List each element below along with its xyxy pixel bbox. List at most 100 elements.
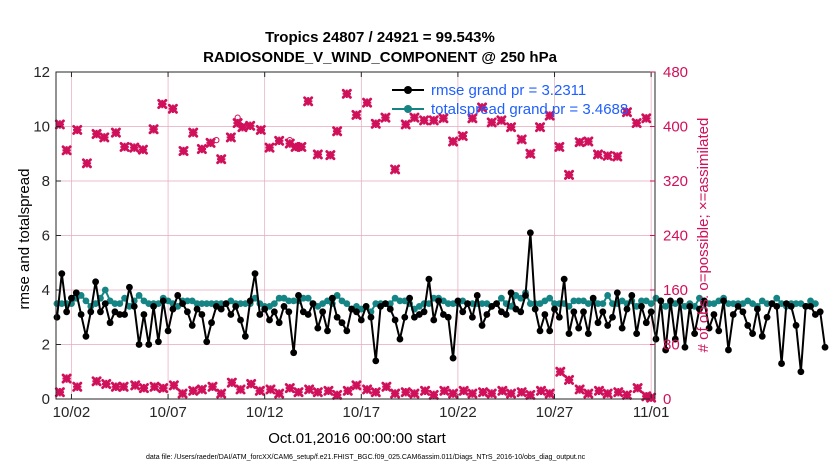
obs-assimilated-point bbox=[312, 149, 323, 160]
obs-assimilated-point bbox=[458, 385, 469, 396]
rmse-point bbox=[203, 338, 211, 346]
obs-assimilated-point bbox=[216, 154, 227, 165]
rmse-point bbox=[314, 324, 322, 332]
obs-assimilated-point bbox=[574, 384, 585, 395]
obs-assimilated-point bbox=[138, 383, 149, 394]
totalspread-point bbox=[92, 300, 100, 308]
obs-assimilated-point bbox=[148, 124, 159, 135]
rmse-point bbox=[580, 308, 587, 316]
obs-assimilated-point bbox=[544, 388, 555, 399]
obs-assimilated-point bbox=[303, 96, 314, 107]
obs-assimilated-point bbox=[613, 387, 624, 398]
obs-assimilated-point bbox=[420, 385, 431, 396]
rmse-point bbox=[145, 341, 153, 348]
rmse-point bbox=[464, 300, 471, 308]
totalspread-point bbox=[575, 297, 583, 305]
rmse-point bbox=[164, 327, 172, 335]
obs-assimilated-point bbox=[101, 379, 112, 390]
obs-assimilated-point bbox=[284, 383, 295, 394]
rmse-point bbox=[705, 324, 713, 332]
rmse-point bbox=[304, 311, 312, 318]
obs-assimilated-point bbox=[448, 388, 459, 399]
obs-assimilated-point bbox=[341, 88, 352, 99]
obs-assimilated-point bbox=[312, 387, 323, 398]
rmse-point bbox=[691, 330, 699, 337]
rmse-point bbox=[536, 327, 544, 335]
obs-assimilated-point bbox=[351, 109, 362, 120]
obs-assimilated-point bbox=[304, 384, 315, 395]
rmse-point bbox=[280, 302, 288, 310]
rmse-point bbox=[222, 300, 230, 308]
obs-assimilated-point bbox=[237, 122, 248, 133]
obs-assimilated-point bbox=[118, 381, 129, 392]
rmse-series bbox=[53, 229, 829, 376]
obs-assimilated-point bbox=[602, 388, 613, 399]
rmse-point bbox=[174, 292, 182, 299]
obs-assimilated-point bbox=[631, 118, 642, 129]
rmse-point bbox=[609, 313, 616, 321]
y2-axis-label: # of obs: o=possible; ×=assimilated bbox=[695, 118, 712, 353]
rmse-point bbox=[584, 330, 592, 337]
rmse-point bbox=[150, 302, 157, 310]
obs-assimilated-point bbox=[188, 385, 199, 396]
rmse-point bbox=[116, 311, 124, 318]
totalspread-point bbox=[304, 294, 312, 302]
obs-assimilated-point bbox=[91, 376, 102, 387]
rmse-point bbox=[526, 229, 534, 237]
rmse-point bbox=[483, 311, 491, 318]
rmse-point bbox=[420, 308, 428, 316]
rmse-point bbox=[618, 324, 626, 332]
obs-assimilated-point bbox=[323, 385, 334, 396]
x-tick-label: 10/02 bbox=[53, 404, 91, 421]
obs-assimilated-point bbox=[254, 385, 265, 396]
rmse-point bbox=[261, 305, 269, 313]
rmse-point bbox=[604, 322, 612, 329]
rmse-point bbox=[686, 302, 694, 310]
rmse-point bbox=[208, 319, 215, 327]
obs-assimilated-point bbox=[129, 142, 140, 153]
totalspread-point bbox=[396, 297, 404, 305]
rmse-point bbox=[430, 316, 438, 324]
rmse-point bbox=[638, 302, 645, 310]
obs-assimilated-point bbox=[246, 379, 257, 390]
rmse-point bbox=[729, 311, 737, 318]
totalspread-point bbox=[270, 300, 278, 308]
rmse-point bbox=[406, 294, 414, 302]
grid-lines bbox=[56, 71, 655, 400]
obs-assimilated-point bbox=[196, 384, 207, 395]
totalspread-point bbox=[444, 300, 452, 308]
obs-assimilated-point bbox=[574, 137, 585, 148]
rmse-point bbox=[87, 308, 95, 316]
rmse-point bbox=[82, 332, 90, 340]
rmse-point bbox=[68, 294, 75, 302]
rmse-point bbox=[613, 289, 621, 297]
rmse-point bbox=[266, 316, 273, 324]
y2-tick-label: 480 bbox=[663, 64, 688, 81]
totalspread-point bbox=[135, 292, 143, 299]
rmse-point bbox=[459, 308, 467, 316]
rmse-point bbox=[270, 308, 278, 316]
totalspread-point bbox=[497, 294, 505, 302]
rmse-point bbox=[681, 343, 689, 351]
obs-assimilated-point bbox=[332, 389, 343, 400]
obs-assimilated-point bbox=[61, 373, 72, 384]
y2-tick-label: 400 bbox=[663, 119, 688, 136]
obs-assimilated-point bbox=[216, 388, 227, 399]
rmse-point bbox=[541, 311, 549, 318]
rmse-point bbox=[232, 302, 240, 310]
rmse-point bbox=[357, 316, 365, 324]
rmse-point bbox=[217, 305, 225, 313]
obs-assimilated-point bbox=[419, 115, 430, 126]
obs-assimilated-point bbox=[428, 115, 439, 126]
obs-assimilated-point bbox=[72, 381, 83, 392]
obs-assimilated-point bbox=[81, 158, 92, 169]
obs-assimilated-point bbox=[439, 385, 450, 396]
totalspread-point bbox=[425, 300, 433, 308]
rmse-point bbox=[652, 335, 660, 343]
rmse-point bbox=[295, 292, 302, 299]
totalspread-point bbox=[604, 292, 612, 299]
totalspread-point bbox=[111, 300, 119, 308]
rmse-point bbox=[126, 283, 133, 291]
obs-assimilated-point bbox=[381, 381, 392, 392]
rmse-line bbox=[56, 231, 826, 373]
